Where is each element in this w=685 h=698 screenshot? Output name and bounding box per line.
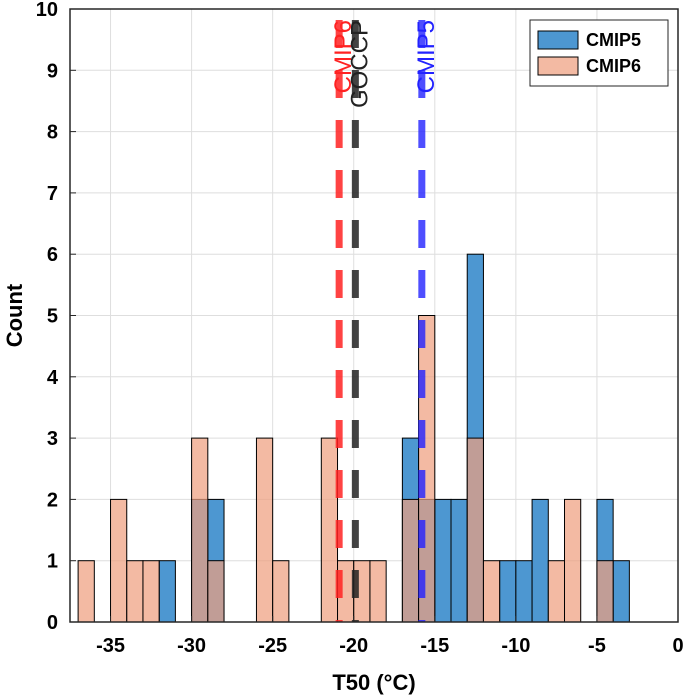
ref-label-cmip5: CMIP5 <box>413 20 440 93</box>
bar-cmip6 <box>320 437 339 623</box>
bar-cmip5 <box>434 498 452 623</box>
bar-cmip6 <box>272 560 290 623</box>
bar-cmip6 <box>110 498 128 623</box>
y-axis-label: Count <box>2 283 27 347</box>
bar-cmip6 <box>207 560 225 623</box>
y-tick-label: 7 <box>47 183 58 205</box>
bar-cmip5 <box>612 560 630 623</box>
x-axis-ticks: -35 -30 -25 -20 -15 -10 -5 0 <box>96 616 684 657</box>
bar-cmip6 <box>547 560 566 623</box>
bar-cmip6 <box>596 560 614 623</box>
bar-cmip5 <box>450 498 468 623</box>
y-tick-label: 10 <box>36 0 58 21</box>
bar-cmip5 <box>515 560 533 623</box>
bar-cmip6 <box>482 560 501 623</box>
bar-cmip6 <box>126 560 144 623</box>
y-tick-label: 9 <box>47 60 58 82</box>
y-tick-label: 1 <box>47 551 58 573</box>
bar-cmip6 <box>77 560 95 623</box>
x-tick-label: -25 <box>258 635 287 657</box>
bar-cmip6 <box>255 437 274 623</box>
y-tick-label: 3 <box>47 428 58 450</box>
x-tick-label: 0 <box>672 635 683 657</box>
bar-cmip6 <box>564 498 582 623</box>
x-tick-label: -30 <box>177 635 206 657</box>
legend: CMIP5 CMIP6 <box>529 19 669 87</box>
bar-cmip5 <box>158 560 176 623</box>
x-tick-label: -5 <box>588 635 606 657</box>
y-tick-label: 4 <box>47 367 59 389</box>
ref-label-goccp: GOCCP <box>346 20 373 108</box>
legend-swatch-cmip5 <box>537 30 579 50</box>
legend-swatch-cmip6 <box>537 56 579 76</box>
bar-cmip6 <box>466 437 484 623</box>
x-tick-label: -20 <box>339 635 368 657</box>
bar-cmip6 <box>191 437 209 623</box>
legend-label-cmip6: CMIP6 <box>586 56 641 76</box>
grid-lines <box>70 8 679 623</box>
y-axis-ticks: 0 1 2 3 4 5 6 7 8 9 10 <box>36 0 76 634</box>
y-tick-label: 5 <box>47 306 58 328</box>
y-tick-label: 0 <box>47 612 58 634</box>
bar-cmip6 <box>142 560 160 623</box>
x-tick-label: -10 <box>501 635 530 657</box>
y-tick-label: 2 <box>47 489 58 511</box>
y-tick-label: 8 <box>47 122 58 144</box>
x-tick-label: -15 <box>420 635 449 657</box>
x-axis-label: T50 (°C) <box>332 670 415 695</box>
y-tick-label: 6 <box>47 244 58 266</box>
bar-cmip6 <box>369 560 387 623</box>
bar-cmip5 <box>531 498 549 623</box>
legend-label-cmip5: CMIP5 <box>586 30 641 50</box>
bar-cmip6 <box>401 498 420 623</box>
x-tick-label: -35 <box>96 635 125 657</box>
bar-cmip5 <box>499 560 517 623</box>
